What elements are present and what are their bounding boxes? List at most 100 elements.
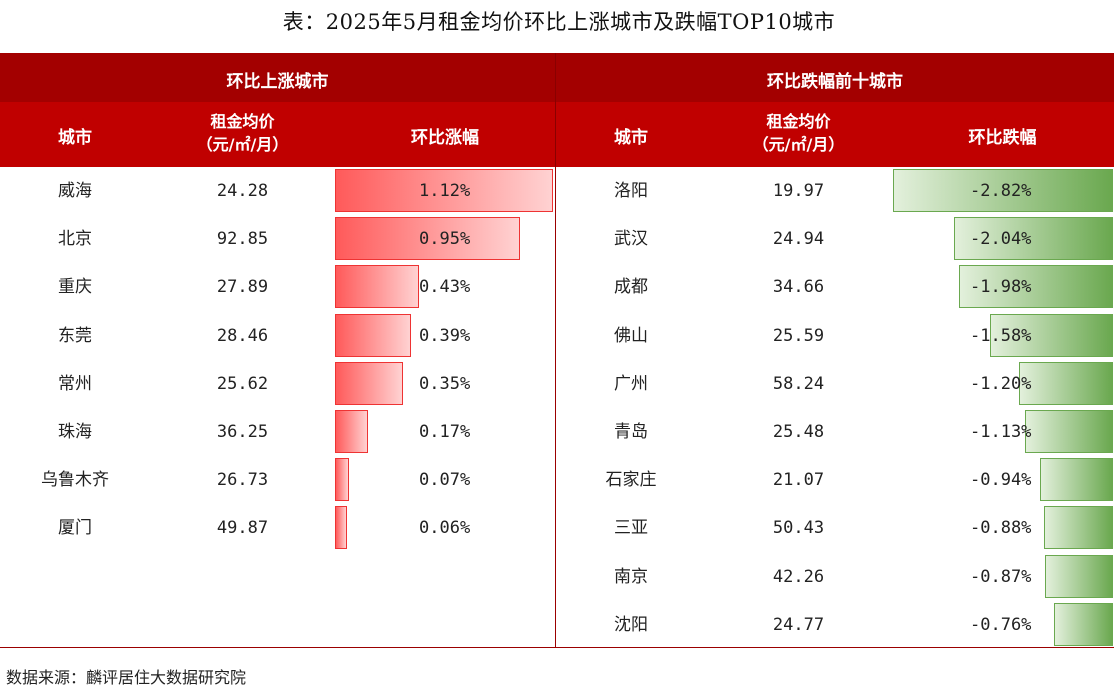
source-note: 数据来源：麟评居住大数据研究院	[6, 668, 247, 687]
left-table-row: 珠海 36.25 0.17%	[0, 408, 555, 456]
right-col-price-line1: 租金均价	[766, 112, 831, 131]
left-table-row: 厦门 49.87 0.06%	[0, 504, 555, 552]
right-group-header: 环比跌幅前十城市	[767, 72, 903, 92]
increase-bar	[335, 361, 404, 405]
table-divider	[555, 167, 556, 647]
change-label: -0.87%	[970, 566, 1032, 587]
change-label: -0.76%	[970, 614, 1032, 635]
rent-price: 36.25	[216, 422, 269, 442]
change-label: -1.58%	[970, 325, 1032, 346]
decrease-bar	[953, 217, 1113, 261]
rent-price: 25.48	[772, 422, 825, 442]
right-table-row: 佛山 25.59 -1.58%	[556, 312, 1114, 360]
change-label: -0.88%	[970, 518, 1032, 539]
city-name: 洛阳	[614, 181, 648, 201]
rent-price: 92.85	[216, 229, 269, 250]
right-col-price: 租金均价 （元/㎡/月）	[706, 110, 891, 156]
change-label: 0.43%	[419, 277, 471, 298]
rent-price: 21.07	[772, 470, 825, 491]
rent-price: 24.77	[772, 614, 825, 635]
right-table-row: 成都 34.66 -1.98%	[556, 263, 1114, 311]
increase-bar	[335, 410, 369, 453]
increase-bar	[335, 506, 347, 550]
change-label: 0.17%	[419, 422, 471, 442]
city-name: 佛山	[614, 325, 648, 346]
change-label: 1.12%	[419, 181, 471, 201]
decrease-bar	[1019, 361, 1113, 405]
left-col-price: 租金均价 （元/㎡/月）	[150, 110, 335, 156]
decrease-bar	[989, 313, 1113, 357]
change-label: 0.07%	[419, 470, 471, 491]
city-name: 厦门	[58, 518, 92, 539]
city-name: 北京	[58, 229, 92, 250]
change-label: 0.39%	[419, 325, 471, 346]
rent-price: 58.24	[772, 373, 825, 394]
page-title: 表：2025年5月租金均价环比上涨城市及跌幅TOP10城市	[282, 10, 836, 34]
rent-price: 28.46	[216, 325, 269, 346]
decrease-bar	[1024, 410, 1113, 453]
increase-bar	[335, 169, 553, 212]
change-label: -1.13%	[970, 422, 1032, 442]
right-col-city: 城市	[614, 128, 648, 148]
city-name: 重庆	[58, 277, 92, 298]
decrease-bar	[893, 169, 1113, 212]
left-group-header: 环比上涨城市	[226, 72, 329, 92]
rent-price: 24.94	[772, 229, 825, 250]
right-table-row: 青岛 25.48 -1.13%	[556, 408, 1114, 456]
change-label: -2.82%	[970, 181, 1032, 201]
city-name: 三亚	[614, 518, 648, 539]
decrease-bar	[1039, 458, 1113, 502]
right-col-change: 环比跌幅	[968, 128, 1037, 148]
decrease-bar	[1053, 602, 1113, 646]
right-table-row: 沈阳 24.77 -0.76%	[556, 601, 1114, 649]
right-table-row: 武汉 24.94 -2.04%	[556, 215, 1114, 263]
rent-price: 27.89	[216, 277, 269, 298]
change-label: 0.06%	[419, 518, 471, 539]
city-name: 石家庄	[605, 470, 657, 491]
change-label: 0.95%	[419, 229, 471, 250]
left-table-row: 常州 25.62 0.35%	[0, 360, 555, 408]
right-table-row: 广州 58.24 -1.20%	[556, 360, 1114, 408]
city-name: 东莞	[58, 325, 92, 346]
change-label: -0.94%	[970, 470, 1032, 491]
left-col-price-line1: 租金均价	[210, 112, 275, 131]
rent-price: 50.43	[772, 518, 825, 539]
increase-bar	[335, 265, 419, 309]
increase-bar	[335, 313, 411, 357]
city-name: 南京	[614, 566, 648, 587]
left-table-row: 乌鲁木齐 26.73 0.07%	[0, 456, 555, 504]
left-table-row: 重庆 27.89 0.43%	[0, 263, 555, 311]
group-header-row: 环比上涨城市 环比跌幅前十城市	[0, 53, 1114, 102]
city-name: 威海	[58, 181, 92, 201]
city-name: 珠海	[58, 422, 92, 442]
rent-price: 42.26	[772, 566, 825, 587]
change-label: -1.98%	[970, 277, 1032, 298]
right-table-row: 三亚 50.43 -0.88%	[556, 504, 1114, 552]
change-label: 0.35%	[419, 373, 471, 394]
left-table-row: 北京 92.85 0.95%	[0, 215, 555, 263]
rent-price: 25.59	[772, 325, 825, 346]
rent-price: 19.97	[772, 181, 825, 201]
rent-price: 34.66	[772, 277, 825, 298]
rent-price: 25.62	[216, 373, 269, 394]
city-name: 沈阳	[614, 614, 648, 635]
decrease-bar	[1044, 506, 1113, 550]
city-name: 广州	[614, 373, 648, 394]
rent-table: 环比上涨城市 环比跌幅前十城市 城市 租金均价 （元/㎡/月） 环比涨幅 城市 …	[0, 53, 1114, 648]
rent-price: 49.87	[216, 518, 269, 539]
left-table-row: 东莞 28.46 0.39%	[0, 312, 555, 360]
decrease-bar	[1045, 554, 1113, 598]
right-table-row: 石家庄 21.07 -0.94%	[556, 456, 1114, 504]
rent-price: 24.28	[216, 181, 269, 201]
left-col-price-line2: （元/㎡/月）	[196, 135, 289, 154]
right-col-price-line2: （元/㎡/月）	[752, 135, 845, 154]
city-name: 乌鲁木齐	[41, 470, 109, 491]
header-divider	[555, 53, 556, 167]
increase-bar	[335, 217, 520, 261]
right-table-row: 洛阳 19.97 -2.82%	[556, 167, 1114, 215]
left-col-change: 环比涨幅	[411, 128, 479, 148]
city-name: 青岛	[614, 422, 648, 442]
city-name: 常州	[58, 373, 92, 394]
change-label: -1.20%	[970, 373, 1032, 394]
increase-bar	[335, 458, 349, 502]
